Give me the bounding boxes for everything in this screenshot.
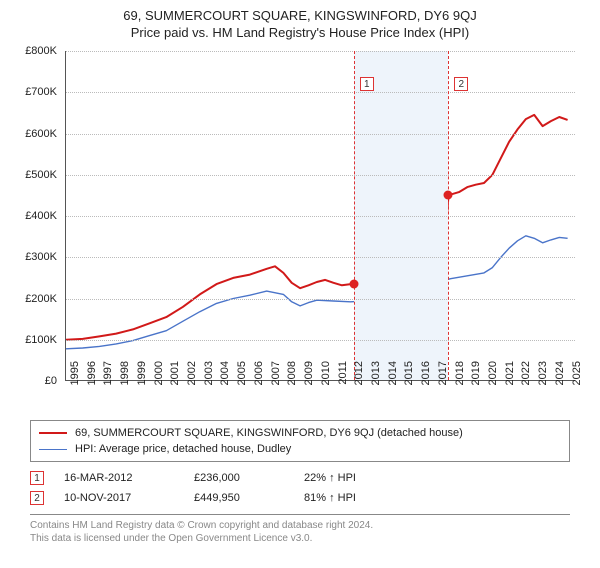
legend-box: 69, SUMMERCOURT SQUARE, KINGSWINFORD, DY…: [30, 420, 570, 462]
x-tick-label: 2007: [270, 361, 282, 391]
gridline: [66, 216, 575, 217]
x-tick-label: 2023: [537, 361, 549, 391]
event-marker: 2: [454, 77, 468, 91]
sale-marker: 2: [30, 491, 44, 505]
gridline: [66, 340, 575, 341]
x-tick-label: 2000: [153, 361, 165, 391]
legend-swatch: [39, 449, 67, 450]
x-tick-label: 2021: [504, 361, 516, 391]
x-tick-label: 2009: [303, 361, 315, 391]
event-marker: 1: [360, 77, 374, 91]
y-tick-label: £300K: [7, 251, 57, 263]
legend-item: 69, SUMMERCOURT SQUARE, KINGSWINFORD, DY…: [39, 425, 561, 441]
x-tick-label: 2010: [320, 361, 332, 391]
x-tick-label: 2018: [454, 361, 466, 391]
chart-area: 12 £0£100K£200K£300K£400K£500K£600K£700K…: [20, 46, 580, 416]
x-tick-label: 2016: [420, 361, 432, 391]
sale-price: £449,950: [194, 492, 304, 504]
x-tick-label: 1995: [69, 361, 81, 391]
plot-region: 12: [65, 51, 575, 381]
y-tick-label: £0: [7, 375, 57, 387]
gridline: [66, 175, 575, 176]
y-tick-label: £700K: [7, 86, 57, 98]
y-tick-label: £200K: [7, 293, 57, 305]
x-tick-label: 2022: [520, 361, 532, 391]
y-tick-label: £800K: [7, 45, 57, 57]
x-tick-label: 2002: [186, 361, 198, 391]
sale-point: [349, 279, 358, 288]
x-tick-label: 2024: [554, 361, 566, 391]
footer-line-2: This data is licensed under the Open Gov…: [30, 532, 570, 545]
x-tick-label: 2012: [353, 361, 365, 391]
y-tick-label: £400K: [7, 210, 57, 222]
x-tick-label: 2003: [203, 361, 215, 391]
legend-swatch: [39, 432, 67, 434]
sale-point: [444, 191, 453, 200]
x-tick-label: 1996: [86, 361, 98, 391]
x-tick-label: 2013: [370, 361, 382, 391]
x-tick-label: 2011: [337, 361, 349, 391]
sale-date: 16-MAR-2012: [64, 472, 194, 484]
sale-pct: 22% ↑ HPI: [304, 472, 424, 484]
x-tick-label: 2001: [169, 361, 181, 391]
sale-date: 10-NOV-2017: [64, 492, 194, 504]
chart-subtitle: Price paid vs. HM Land Registry's House …: [0, 25, 600, 40]
gridline: [66, 257, 575, 258]
x-tick-label: 2005: [236, 361, 248, 391]
sale-price: £236,000: [194, 472, 304, 484]
footer-attribution: Contains HM Land Registry data © Crown c…: [30, 514, 570, 545]
x-tick-label: 2025: [571, 361, 583, 391]
gridline: [66, 299, 575, 300]
chart-title: 69, SUMMERCOURT SQUARE, KINGSWINFORD, DY…: [0, 8, 600, 23]
event-dash: [448, 51, 449, 380]
gridline: [66, 51, 575, 52]
sale-marker: 1: [30, 471, 44, 485]
legend-label: 69, SUMMERCOURT SQUARE, KINGSWINFORD, DY…: [75, 427, 463, 439]
x-tick-label: 2017: [437, 361, 449, 391]
x-tick-label: 2006: [253, 361, 265, 391]
gridline: [66, 92, 575, 93]
y-tick-label: £100K: [7, 334, 57, 346]
series-hpi: [66, 236, 568, 349]
legend-item: HPI: Average price, detached house, Dudl…: [39, 441, 561, 457]
sale-pct: 81% ↑ HPI: [304, 492, 424, 504]
sales-table: 1 16-MAR-2012£236,00022% ↑ HPI 2 10-NOV-201…: [30, 468, 570, 508]
sale-row: 2 10-NOV-2017£449,95081% ↑ HPI: [30, 488, 570, 508]
sale-row: 1 16-MAR-2012£236,00022% ↑ HPI: [30, 468, 570, 488]
x-tick-label: 1998: [119, 361, 131, 391]
y-tick-label: £600K: [7, 128, 57, 140]
footer-line-1: Contains HM Land Registry data © Crown c…: [30, 519, 570, 532]
x-tick-label: 2015: [403, 361, 415, 391]
x-tick-label: 2014: [387, 361, 399, 391]
gridline: [66, 134, 575, 135]
y-tick-label: £500K: [7, 169, 57, 181]
x-tick-label: 2020: [487, 361, 499, 391]
x-tick-label: 2008: [286, 361, 298, 391]
series-subject: [66, 115, 568, 340]
x-tick-label: 2004: [219, 361, 231, 391]
event-dash: [354, 51, 355, 380]
legend-label: HPI: Average price, detached house, Dudl…: [75, 443, 291, 455]
x-tick-label: 1999: [136, 361, 148, 391]
x-tick-label: 1997: [102, 361, 114, 391]
x-tick-label: 2019: [470, 361, 482, 391]
